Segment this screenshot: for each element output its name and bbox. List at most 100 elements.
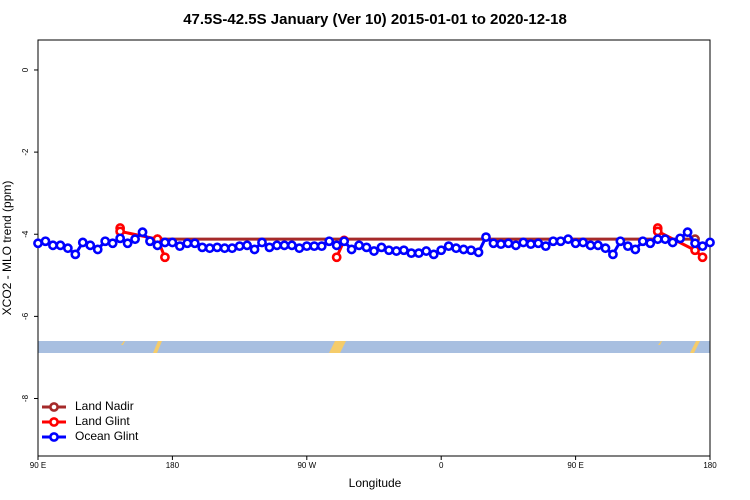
data-point <box>488 238 499 249</box>
data-point <box>637 236 648 247</box>
data-point <box>189 238 200 249</box>
data-point <box>697 252 708 263</box>
data-point <box>682 227 693 238</box>
data-point <box>204 243 215 254</box>
data-point <box>593 240 603 251</box>
data-point <box>167 237 178 248</box>
data-point <box>503 238 514 249</box>
data-point <box>227 243 238 254</box>
data-point <box>548 236 559 247</box>
data-point <box>55 240 66 251</box>
data-point <box>406 248 417 259</box>
data-point <box>608 249 618 260</box>
data-point <box>354 240 364 251</box>
data-point <box>160 252 170 263</box>
data-point <box>428 249 439 260</box>
data-point <box>242 240 252 251</box>
data-point <box>622 241 633 252</box>
data-point <box>398 245 409 256</box>
data-point <box>533 238 544 249</box>
data-point <box>316 241 327 252</box>
y-tick-label: -4 <box>21 230 30 238</box>
data-point <box>279 240 290 251</box>
data-point <box>33 238 43 249</box>
data-point <box>652 234 663 245</box>
x-tick-label: 90 W <box>297 461 316 470</box>
data-point <box>85 240 96 251</box>
data-point <box>361 242 372 253</box>
data-point <box>145 236 155 247</box>
data-point <box>563 234 574 245</box>
chart-title: 47.5S-42.5S January (Ver 10) 2015-01-01 … <box>183 11 567 28</box>
x-tick-label: 180 <box>166 461 180 470</box>
data-point <box>286 240 297 251</box>
y-tick-label: 0 <box>21 67 30 72</box>
data-point <box>40 236 51 247</box>
data-point <box>234 241 245 252</box>
data-point <box>630 244 641 255</box>
land-mask-spots <box>121 341 700 353</box>
data-point <box>413 248 424 259</box>
data-point <box>77 237 88 248</box>
data-point <box>309 241 320 252</box>
legend-swatch-point <box>49 417 59 427</box>
data-point <box>705 237 715 248</box>
data-point <box>130 234 140 245</box>
data-point <box>137 227 148 238</box>
data-point <box>301 241 312 252</box>
data-point <box>600 243 611 254</box>
data-point <box>421 246 432 256</box>
data-point <box>174 241 185 252</box>
x-tick-label: 90 E <box>567 461 583 470</box>
data-point <box>466 245 476 256</box>
land-mask-band <box>38 341 710 353</box>
data-point <box>294 243 305 254</box>
data-point <box>122 238 133 249</box>
y-axis-label: XCO2 - MLO trend (ppm) <box>0 181 14 316</box>
data-point <box>100 236 111 247</box>
data-point <box>443 241 454 252</box>
data-point <box>540 241 551 252</box>
data-point <box>660 234 671 245</box>
data-point <box>346 244 357 255</box>
data-point <box>451 243 462 254</box>
data-point <box>458 244 469 255</box>
data-point <box>115 233 126 244</box>
data-point <box>473 247 484 258</box>
x-tick-label: 180 <box>703 461 717 470</box>
legend-label: Ocean Glint <box>75 429 139 443</box>
data-point <box>667 237 678 248</box>
data-point <box>272 240 282 251</box>
data-point <box>481 232 491 243</box>
y-tick-label: -2 <box>21 148 30 156</box>
data-point <box>675 233 686 244</box>
data-point <box>384 245 394 256</box>
data-point <box>152 240 163 251</box>
data-point <box>249 244 260 255</box>
data-point <box>48 240 58 251</box>
legend-swatch-point <box>49 432 59 442</box>
data-point <box>697 241 708 252</box>
y-tick-label: -6 <box>21 312 30 320</box>
data-point <box>525 239 536 249</box>
data-point <box>585 240 596 251</box>
legend-label: Land Glint <box>75 414 130 428</box>
data-point <box>331 252 342 263</box>
data-point <box>160 237 170 248</box>
data-point <box>645 238 656 249</box>
data-point <box>615 236 626 247</box>
data-point <box>339 236 350 247</box>
data-point <box>510 240 521 251</box>
data-point <box>331 240 342 251</box>
data-point <box>107 238 118 249</box>
data-point <box>369 246 379 256</box>
data-point <box>212 242 223 253</box>
y-tick-label: -8 <box>21 394 30 402</box>
data-point <box>62 243 73 254</box>
legend-label: Land Nadir <box>75 399 134 413</box>
data-point <box>496 239 506 249</box>
data-point <box>578 237 588 248</box>
x-axis-label: Longitude <box>349 476 402 490</box>
data-point <box>436 245 447 256</box>
